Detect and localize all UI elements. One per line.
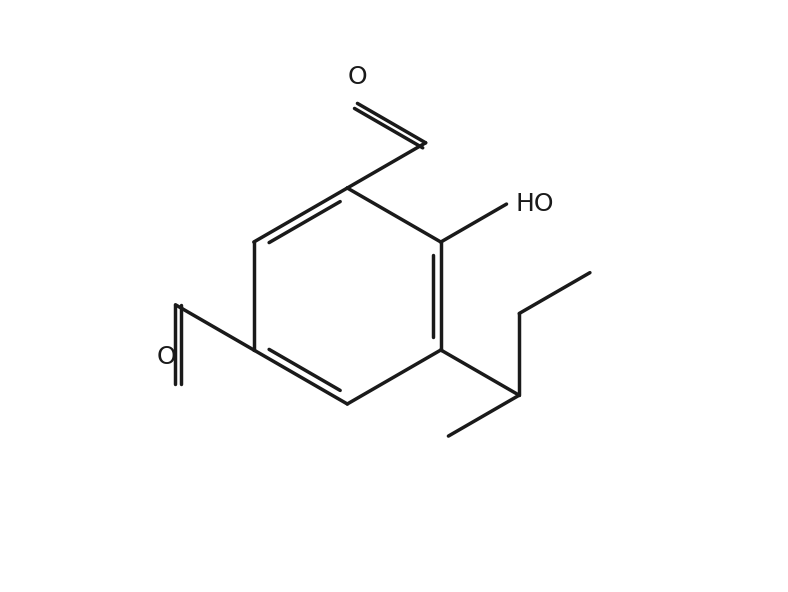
Text: O: O — [157, 345, 177, 369]
Text: HO: HO — [515, 192, 554, 216]
Text: O: O — [348, 65, 367, 89]
